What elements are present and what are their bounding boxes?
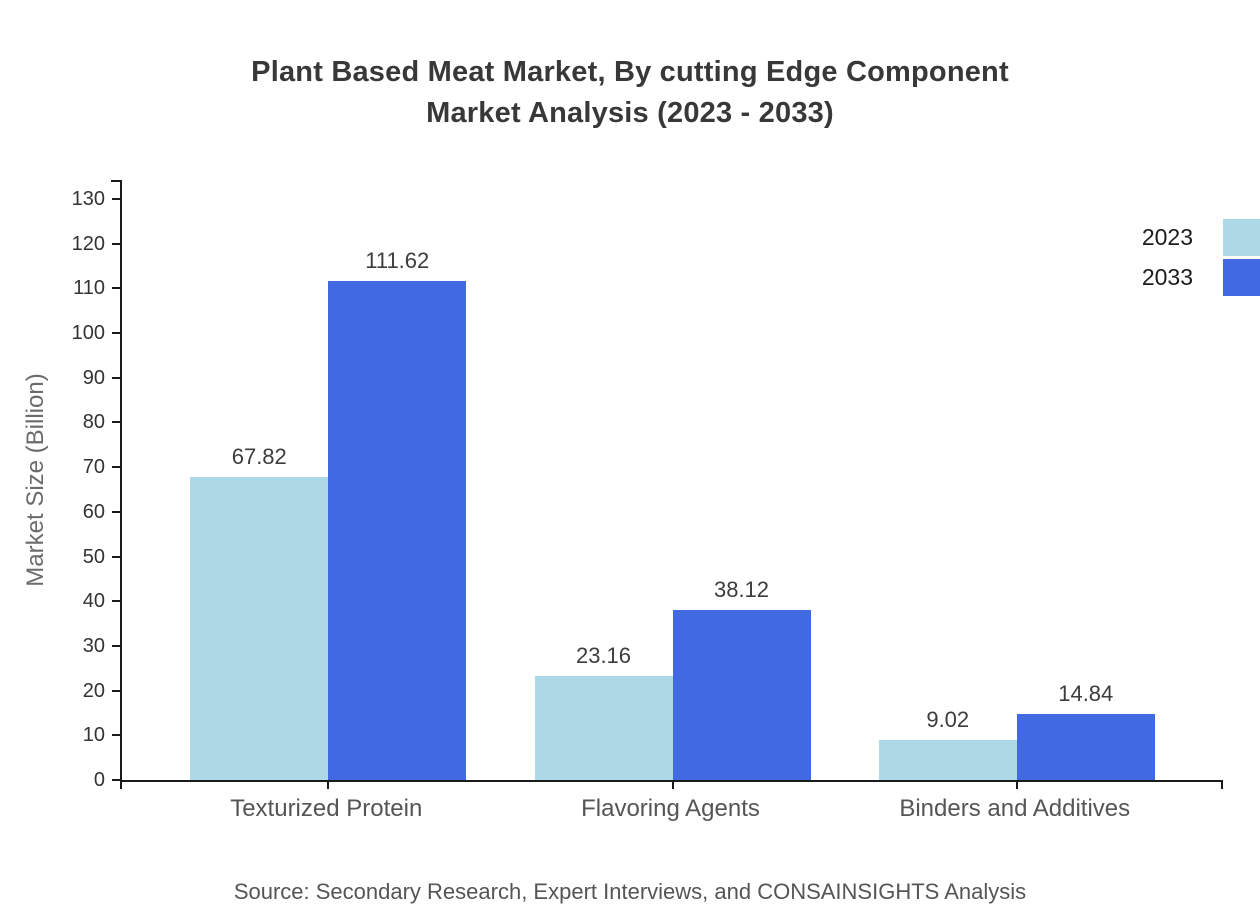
- y-tick-label: 10: [82, 724, 105, 747]
- bars-container: 67.82 111.62 23.16 38.12 9.02 14.84: [122, 180, 1223, 789]
- y-tick-mark: [112, 689, 120, 692]
- x-tick-mark: [671, 780, 674, 789]
- y-tick-label: 80: [82, 411, 105, 434]
- y-tick-mark: [112, 287, 120, 290]
- bar-2033-binders-and-additives: 14.84: [1016, 681, 1155, 780]
- legend-item-2033: 2033: [1142, 259, 1260, 296]
- y-tick-label: 0: [93, 769, 105, 791]
- bar-value-label: 9.02: [926, 707, 970, 732]
- legend-item-2023: 2023: [1142, 219, 1260, 256]
- legend: 2023 2033: [1142, 219, 1260, 296]
- y-tick-label: 100: [71, 322, 105, 345]
- bar-group-binders-and-additives: 9.02 14.84: [878, 180, 1155, 789]
- legend-label: 2033: [1141, 264, 1193, 290]
- y-tick-mark: [112, 332, 120, 335]
- x-axis-end-tick: [1221, 780, 1223, 789]
- y-tick-mark: [112, 779, 120, 781]
- y-tick-label: 130: [71, 188, 105, 210]
- x-axis-label-texturized-protein: Texturized Protein: [230, 795, 423, 822]
- chart-title-line2: Market Analysis (2023 - 2033): [426, 97, 834, 129]
- plot-area: 0 10 20 30 40 50 60 70 80 90 100 110 120 130 67.82 111…: [72, 180, 1223, 791]
- x-axis-label-binders-and-additives: Binders and Additives: [899, 795, 1131, 822]
- source-note: Source: Secondary Research, Expert Inter…: [233, 879, 1027, 904]
- y-tick-mark: [112, 242, 120, 245]
- y-tick-label: 40: [82, 590, 105, 613]
- y-tick-label: 90: [82, 366, 105, 389]
- bar-2033-texturized-protein: 111.62: [328, 248, 467, 780]
- x-tick-mark: [1015, 780, 1018, 789]
- y-tick-mark: [112, 734, 120, 737]
- legend-label: 2023: [1141, 224, 1193, 250]
- x-tick-mark: [327, 780, 330, 789]
- y-axis-extension-tick: [120, 780, 122, 789]
- bar-2023-texturized-protein: 67.82: [190, 444, 329, 780]
- y-tick-label: 110: [73, 277, 105, 300]
- y-tick-mark: [112, 510, 120, 513]
- bar-group-texturized-protein: 67.82 111.62: [190, 180, 467, 789]
- chart-title-line1: Plant Based Meat Market, By cutting Edge…: [251, 56, 1009, 88]
- y-tick-label: 60: [82, 500, 105, 523]
- y-tick-label: 50: [82, 545, 105, 568]
- x-axis-label-flavoring-agents: Flavoring Agents: [581, 795, 760, 822]
- bar-value-label: 38.12: [713, 577, 770, 602]
- y-axis-end-tick: [111, 180, 121, 182]
- y-tick-mark: [112, 644, 120, 647]
- y-tick-mark: [112, 466, 120, 469]
- y-tick-label: 30: [82, 634, 105, 657]
- bar-value-label: 14.84: [1058, 681, 1114, 706]
- bar-value-label: 111.62: [365, 248, 430, 273]
- y-tick-mark: [112, 555, 120, 558]
- y-tick-mark: [112, 376, 120, 379]
- chart-title: Plant Based Meat Market, By cutting Edge…: [0, 52, 1260, 134]
- bar-2033-flavoring-agents: 38.12: [672, 577, 811, 780]
- bar-value-label: 67.82: [231, 444, 287, 469]
- y-tick-label: 70: [82, 456, 105, 479]
- y-tick-label: 120: [71, 232, 105, 255]
- y-tick-mark: [112, 421, 120, 424]
- y-tick-label: 20: [82, 679, 105, 702]
- bar-2023-flavoring-agents: 23.16: [534, 643, 673, 780]
- bar-group-flavoring-agents: 23.16 38.12: [534, 180, 811, 789]
- legend-swatch: [1223, 219, 1260, 256]
- bar-value-label: 23.16: [575, 643, 632, 668]
- legend-swatch: [1223, 259, 1260, 296]
- y-tick-mark: [112, 600, 120, 603]
- y-axis-title: Market Size (Billion): [22, 373, 49, 587]
- x-axis-labels: Texturized Protein Flavoring Agents Binder…: [120, 794, 1221, 824]
- y-tick-mark: [112, 198, 120, 200]
- bar-2023-binders-and-additives: 9.02: [878, 707, 1017, 780]
